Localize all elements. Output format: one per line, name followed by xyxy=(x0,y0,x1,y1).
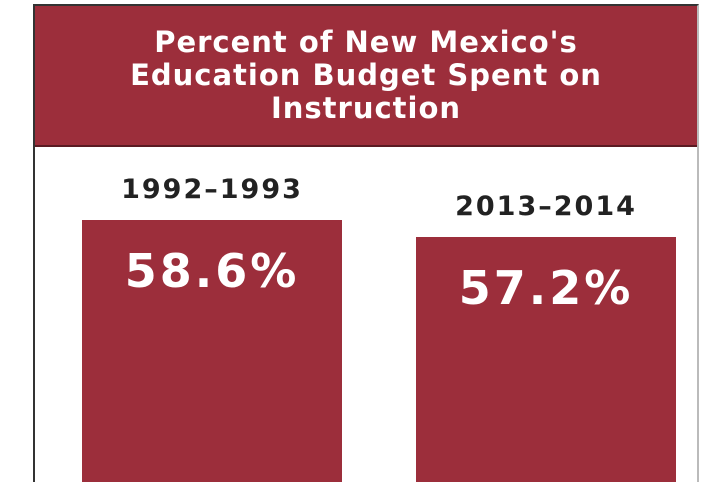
title-banner: Percent of New Mexico's Education Budget… xyxy=(35,6,697,147)
x-tick-label: 1992–1993 xyxy=(121,174,303,205)
bar xyxy=(82,220,342,482)
value-label: 58.6% xyxy=(124,244,300,298)
chart-title: Percent of New Mexico's Education Budget… xyxy=(130,25,602,125)
x-tick-label: 2013–2014 xyxy=(455,190,637,222)
value-label: 57.2% xyxy=(458,260,634,315)
frame xyxy=(33,4,699,482)
bar xyxy=(416,236,676,482)
